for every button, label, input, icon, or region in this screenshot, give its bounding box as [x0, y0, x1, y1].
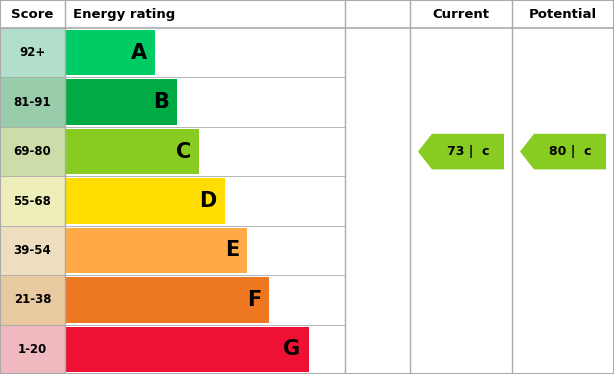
Bar: [0, 77, 65, 127]
Text: E: E: [225, 240, 239, 260]
Text: B: B: [153, 92, 169, 112]
Bar: [65, 178, 225, 224]
Text: 73 |  c: 73 | c: [447, 145, 489, 158]
Text: Potential: Potential: [529, 7, 597, 21]
Text: 55-68: 55-68: [14, 194, 52, 208]
Text: 39-54: 39-54: [14, 244, 52, 257]
Text: 21-38: 21-38: [14, 293, 51, 306]
Bar: [0, 0, 614, 28]
Bar: [0, 28, 65, 77]
Text: F: F: [247, 290, 262, 310]
Bar: [0, 275, 65, 325]
Text: Score: Score: [11, 7, 53, 21]
Text: 1-20: 1-20: [18, 343, 47, 356]
Bar: [65, 129, 200, 174]
Bar: [65, 277, 270, 322]
Bar: [65, 327, 309, 372]
Bar: [0, 325, 65, 374]
Text: D: D: [200, 191, 217, 211]
Text: 92+: 92+: [20, 46, 45, 59]
Text: G: G: [284, 339, 301, 359]
Text: 81-91: 81-91: [14, 96, 52, 108]
Bar: [0, 127, 65, 176]
Bar: [65, 79, 177, 125]
Text: Current: Current: [432, 7, 489, 21]
Bar: [0, 176, 65, 226]
Polygon shape: [520, 134, 606, 169]
Text: 80 |  c: 80 | c: [549, 145, 591, 158]
Bar: [65, 30, 155, 76]
Text: 69-80: 69-80: [14, 145, 52, 158]
Polygon shape: [418, 134, 504, 169]
Bar: [65, 228, 247, 273]
Text: C: C: [176, 142, 192, 162]
Text: A: A: [131, 43, 147, 63]
Text: Energy rating: Energy rating: [73, 7, 175, 21]
Bar: [0, 226, 65, 275]
